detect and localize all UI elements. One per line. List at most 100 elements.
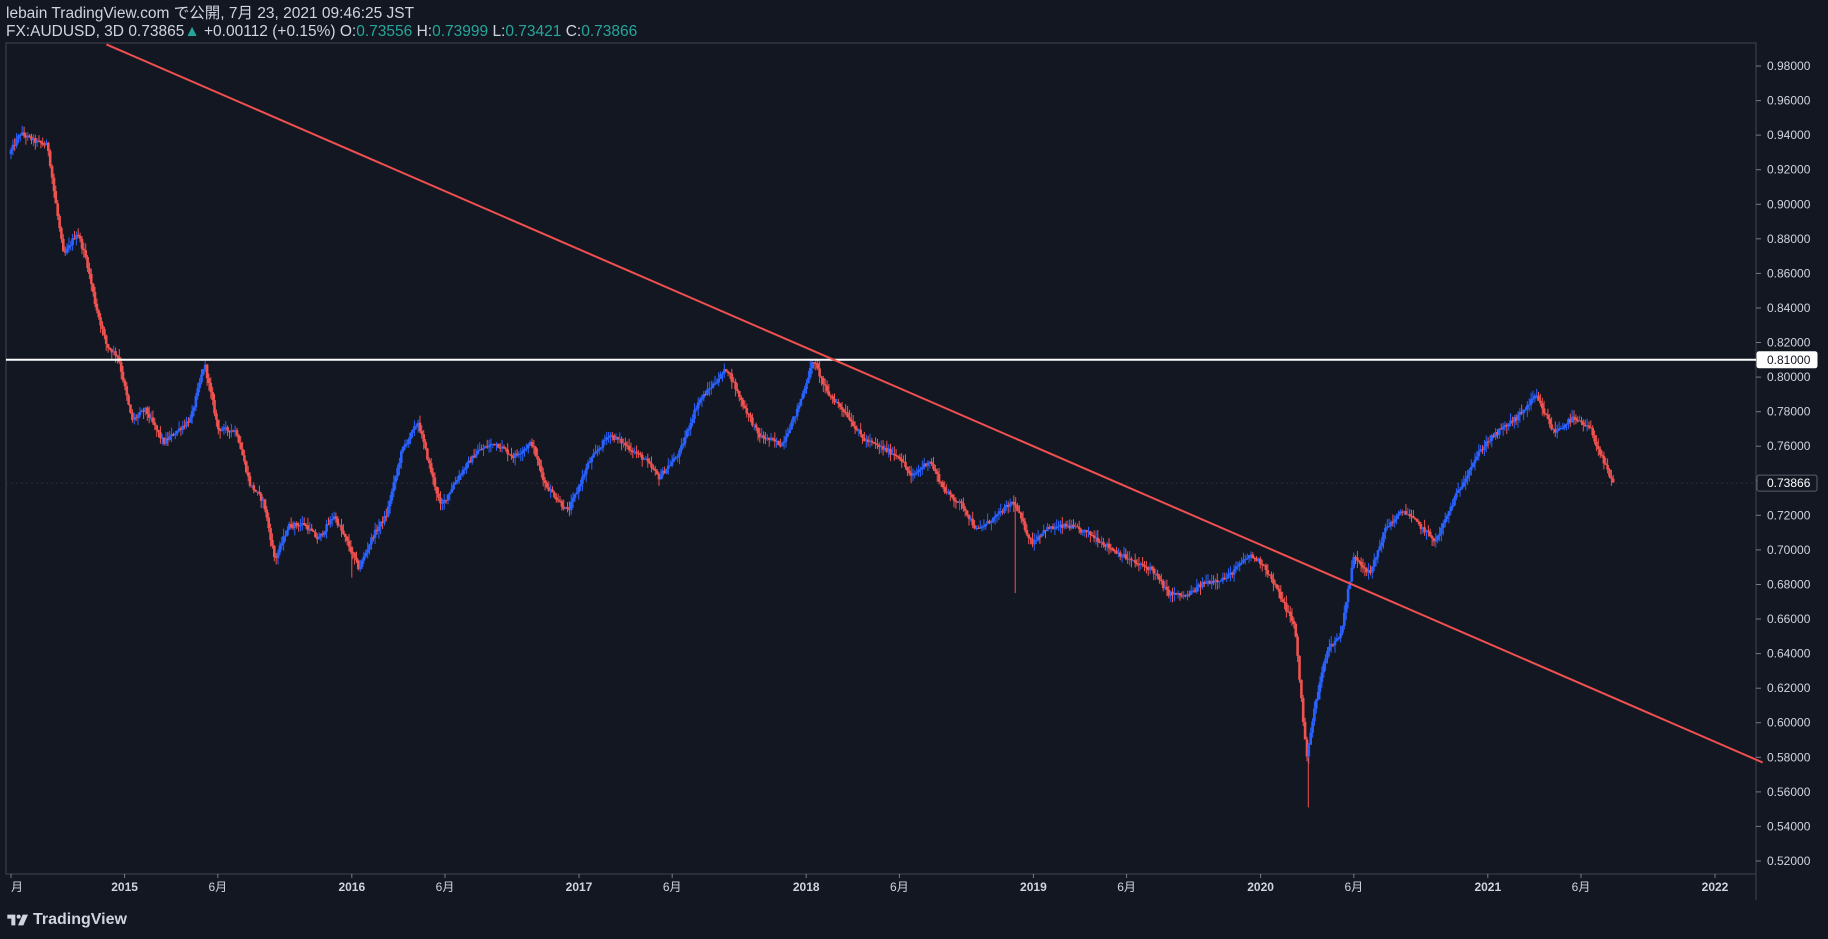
candle-body: [1023, 521, 1027, 530]
candle-body: [766, 437, 769, 440]
candle-body: [655, 470, 659, 475]
candle-body: [1182, 595, 1185, 597]
candle-body: [633, 451, 636, 453]
candle-body: [1436, 535, 1439, 540]
trendline[interactable]: [106, 43, 1764, 764]
candle-body: [390, 491, 394, 501]
candle-body: [203, 364, 207, 370]
candle-body: [1096, 537, 1100, 542]
candle-body: [667, 465, 670, 469]
trendline-group[interactable]: [106, 43, 1764, 764]
candle-body: [491, 443, 495, 445]
candle-body: [416, 422, 420, 427]
candle-body: [1604, 463, 1608, 465]
candle-body: [960, 501, 963, 504]
candle-body: [1382, 532, 1385, 543]
candle-body: [463, 469, 467, 471]
candle-body: [1453, 497, 1456, 506]
candle-body: [855, 428, 859, 431]
time-tick-label: 2022: [1702, 880, 1729, 894]
candle-body: [900, 458, 903, 462]
candle-body: [487, 445, 491, 448]
candle-body: [1184, 595, 1187, 597]
candle-body: [538, 459, 541, 466]
candle-body: [110, 349, 114, 353]
candle-body: [1350, 567, 1354, 582]
candle-body: [553, 492, 556, 498]
price-tick-label: 0.82000: [1767, 336, 1811, 350]
candle-body: [618, 438, 622, 440]
candle-body: [644, 458, 648, 460]
candle-body: [1049, 526, 1053, 529]
candle-body: [517, 454, 521, 456]
candle-body: [1496, 432, 1499, 435]
candle-body: [1354, 557, 1357, 558]
candle-body: [446, 494, 450, 501]
candle-body: [1369, 570, 1372, 573]
candle-body: [78, 235, 82, 239]
candle-body: [1249, 554, 1253, 556]
candle-body: [274, 557, 278, 559]
candle-body: [189, 417, 192, 423]
candle-body: [1113, 550, 1116, 552]
candle-body: [1016, 505, 1019, 512]
candle-body: [1494, 432, 1497, 437]
candle-body: [263, 499, 267, 510]
candle-body: [192, 407, 196, 411]
candle-body: [870, 440, 874, 442]
candle-body: [521, 450, 524, 454]
candle-body: [353, 552, 356, 558]
candle-body: [301, 523, 304, 525]
candle-body: [1217, 581, 1221, 583]
candle-body: [1514, 417, 1518, 421]
candle-body: [1264, 565, 1268, 570]
candle-body: [506, 449, 509, 455]
candle-body: [1501, 427, 1505, 429]
candle-body: [904, 462, 907, 467]
candle-body: [222, 427, 226, 430]
time-axis[interactable]: 月 2015 6月 2016 6月 2017 6月 2018 6月 2019 6月 2020 6月 202…: [10, 874, 1729, 894]
candle-body: [273, 545, 276, 557]
candle-body: [282, 536, 285, 544]
candle-body: [205, 364, 209, 379]
price-axis[interactable]: 0.98000 0.96000 0.94000 0.92000 0.90000 0.880…: [1756, 59, 1818, 868]
level-price-badge: [1756, 351, 1818, 369]
candle-body: [123, 380, 127, 387]
candle-body: [140, 410, 143, 412]
candle-body: [218, 429, 222, 432]
candle-body: [1036, 536, 1040, 541]
candle-body: [616, 436, 620, 440]
tradingview-brand[interactable]: TradingView: [33, 911, 127, 928]
price-tick-label: 0.92000: [1767, 163, 1811, 177]
candle-body: [465, 463, 468, 470]
candle-body: [90, 273, 93, 284]
candle-body: [1466, 475, 1469, 479]
candle-body: [564, 507, 567, 509]
candle-body: [88, 268, 91, 274]
price-tick-label: 0.72000: [1767, 508, 1811, 522]
candle-body: [454, 482, 457, 485]
candle-body: [372, 537, 375, 539]
candle-body: [409, 432, 412, 439]
price-tick-label: 0.88000: [1767, 232, 1811, 246]
candle-body: [1117, 552, 1120, 554]
candle-body: [401, 446, 405, 452]
candle-body: [1301, 698, 1305, 722]
candle-body: [583, 474, 586, 477]
close-label: C:: [565, 23, 582, 40]
candle-body: [1076, 526, 1079, 528]
candle-body: [1266, 570, 1270, 575]
candle-body: [1404, 511, 1408, 515]
candle-body: [19, 135, 22, 137]
candle-body: [1203, 582, 1206, 584]
candle-body: [1546, 414, 1550, 419]
price-tick-label: 0.52000: [1767, 854, 1811, 868]
candle-body: [603, 439, 607, 441]
candle-body: [1272, 578, 1275, 584]
symbol-label[interactable]: FX:AUDUSD, 3D: [6, 23, 124, 40]
candle-body: [413, 426, 416, 430]
candle-body: [1107, 543, 1111, 549]
candle-body: [138, 412, 142, 416]
candle-body: [751, 417, 754, 426]
